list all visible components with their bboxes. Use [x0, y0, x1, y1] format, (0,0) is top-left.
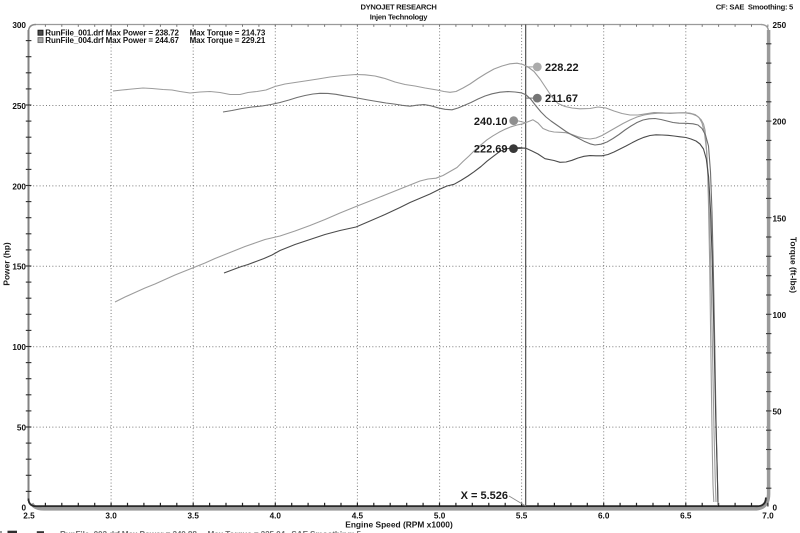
svg-text:200: 200: [12, 182, 26, 191]
svg-text:100: 100: [12, 343, 26, 352]
svg-text:200: 200: [773, 118, 787, 127]
svg-text:6.0: 6.0: [598, 512, 610, 521]
svg-text:240.10: 240.10: [474, 116, 508, 128]
svg-text:3.5: 3.5: [188, 512, 200, 521]
svg-text:Power (hp): Power (hp): [2, 242, 12, 285]
svg-text:0: 0: [773, 504, 778, 513]
svg-text:6.5: 6.5: [680, 512, 692, 521]
svg-text:RunFile_002.drf Max Power = 24: RunFile_002.drf Max Power = 240.88 Max T…: [60, 530, 361, 533]
svg-text:CF: SAE Smoothing: 5: CF: SAE Smoothing: 5: [716, 3, 794, 12]
svg-text:RunFile_004.drf Max Power = 24: RunFile_004.drf Max Power = 244.67: [45, 36, 179, 45]
svg-text:3.0: 3.0: [105, 512, 117, 521]
svg-text:150: 150: [773, 214, 787, 223]
svg-text:222.69: 222.69: [474, 144, 508, 156]
svg-text:0: 0: [21, 504, 26, 513]
svg-text:Max Torque = 229.21: Max Torque = 229.21: [190, 36, 266, 45]
svg-text:4.5: 4.5: [352, 512, 364, 521]
svg-text:5.0: 5.0: [434, 512, 446, 521]
svg-text:4.0: 4.0: [270, 512, 282, 521]
svg-text:Max Torque = 214.73: Max Torque = 214.73: [190, 28, 266, 37]
svg-text:50: 50: [773, 408, 783, 417]
svg-text:250: 250: [12, 102, 26, 111]
svg-text:228.22: 228.22: [545, 62, 579, 74]
svg-text:Engine Speed (RPM x1000): Engine Speed (RPM x1000): [345, 520, 453, 530]
svg-text:250: 250: [773, 21, 787, 30]
svg-text:DYNOJET RESEARCH: DYNOJET RESEARCH: [360, 3, 436, 12]
svg-text:50: 50: [17, 424, 27, 433]
svg-text:100: 100: [773, 311, 787, 320]
svg-text:X = 5.526: X = 5.526: [461, 490, 508, 502]
svg-text:RunFile_001.drf Max Power = 23: RunFile_001.drf Max Power = 238.72: [45, 28, 179, 37]
svg-text:5.5: 5.5: [516, 512, 528, 521]
svg-text:211.67: 211.67: [545, 93, 578, 105]
svg-text:2.5: 2.5: [23, 512, 35, 521]
svg-text:7.0: 7.0: [762, 512, 774, 521]
svg-text:300: 300: [12, 21, 26, 30]
svg-text:Injen Technology: Injen Technology: [370, 13, 428, 22]
svg-text:Torque (ft-lbs): Torque (ft-lbs): [789, 237, 799, 293]
svg-text:150: 150: [12, 263, 26, 272]
